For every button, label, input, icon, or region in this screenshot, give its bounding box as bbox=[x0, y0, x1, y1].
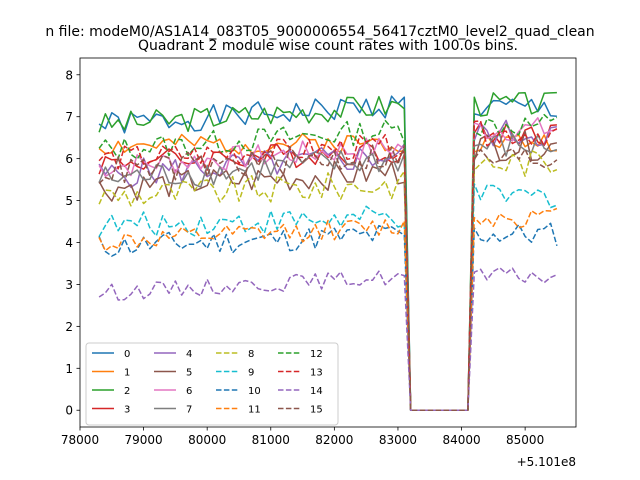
y-tick-label: 3 bbox=[65, 278, 73, 292]
x-tick-label: 82000 bbox=[315, 433, 353, 447]
x-offset-label: +5.101e8 bbox=[517, 455, 576, 469]
series-line-6 bbox=[98, 117, 558, 411]
y-tick-label: 0 bbox=[65, 404, 73, 418]
x-tick-label: 80000 bbox=[188, 433, 226, 447]
y-tick-label: 8 bbox=[65, 68, 73, 82]
axes: 78000 79000 80000 81000 82000 83000 84000 85000… bbox=[61, 57, 577, 447]
series-line-11 bbox=[98, 207, 558, 411]
legend-label-15: 15 bbox=[310, 405, 323, 416]
legend-label-2: 2 bbox=[124, 386, 130, 397]
legend-label-12: 12 bbox=[310, 349, 323, 360]
legend-label-7: 7 bbox=[186, 405, 192, 416]
series-line-14 bbox=[98, 267, 558, 411]
legend-label-9: 9 bbox=[248, 368, 254, 379]
x-tick-label: 79000 bbox=[124, 433, 162, 447]
legend-label-3: 3 bbox=[124, 405, 130, 416]
legend-label-1: 1 bbox=[124, 368, 130, 379]
x-tick-label: 85000 bbox=[506, 433, 544, 447]
legend-label-10: 10 bbox=[248, 386, 261, 397]
y-tick-label: 7 bbox=[65, 110, 73, 124]
legend-label-8: 8 bbox=[248, 349, 254, 360]
y-tick-label: 1 bbox=[65, 362, 73, 376]
legend-label-14: 14 bbox=[310, 386, 323, 397]
legend-label-6: 6 bbox=[186, 386, 192, 397]
x-tick-label: 83000 bbox=[379, 433, 417, 447]
series-line-8 bbox=[98, 149, 558, 411]
legend-label-0: 0 bbox=[124, 349, 130, 360]
chart-title: Quadrant 2 module wise count rates with … bbox=[138, 38, 518, 54]
x-tick-label: 78000 bbox=[61, 433, 99, 447]
series-line-2 bbox=[98, 91, 557, 411]
y-tick-label: 5 bbox=[65, 194, 73, 208]
series-line-12 bbox=[98, 113, 558, 411]
series-line-10 bbox=[98, 222, 558, 411]
figure-suptitle: n file: modeM0/AS1A14_083T05_9000006554_… bbox=[45, 24, 594, 40]
legend-label-13: 13 bbox=[310, 368, 323, 379]
legend-label-5: 5 bbox=[186, 368, 192, 379]
series-line-15 bbox=[98, 144, 558, 411]
series-line-13 bbox=[98, 120, 558, 411]
legend-label-11: 11 bbox=[248, 405, 261, 416]
y-tick-label: 6 bbox=[65, 152, 73, 166]
series-line-9 bbox=[98, 183, 558, 411]
y-tick-label: 4 bbox=[65, 236, 73, 250]
legend-label-4: 4 bbox=[186, 349, 192, 360]
x-tick-label: 84000 bbox=[442, 433, 480, 447]
x-tick-label: 81000 bbox=[252, 433, 290, 447]
legend-box bbox=[85, 342, 339, 426]
y-tick-label: 2 bbox=[65, 320, 73, 334]
series-line-7 bbox=[98, 133, 558, 411]
plot-lines bbox=[98, 91, 558, 411]
series-line-5 bbox=[98, 130, 558, 411]
